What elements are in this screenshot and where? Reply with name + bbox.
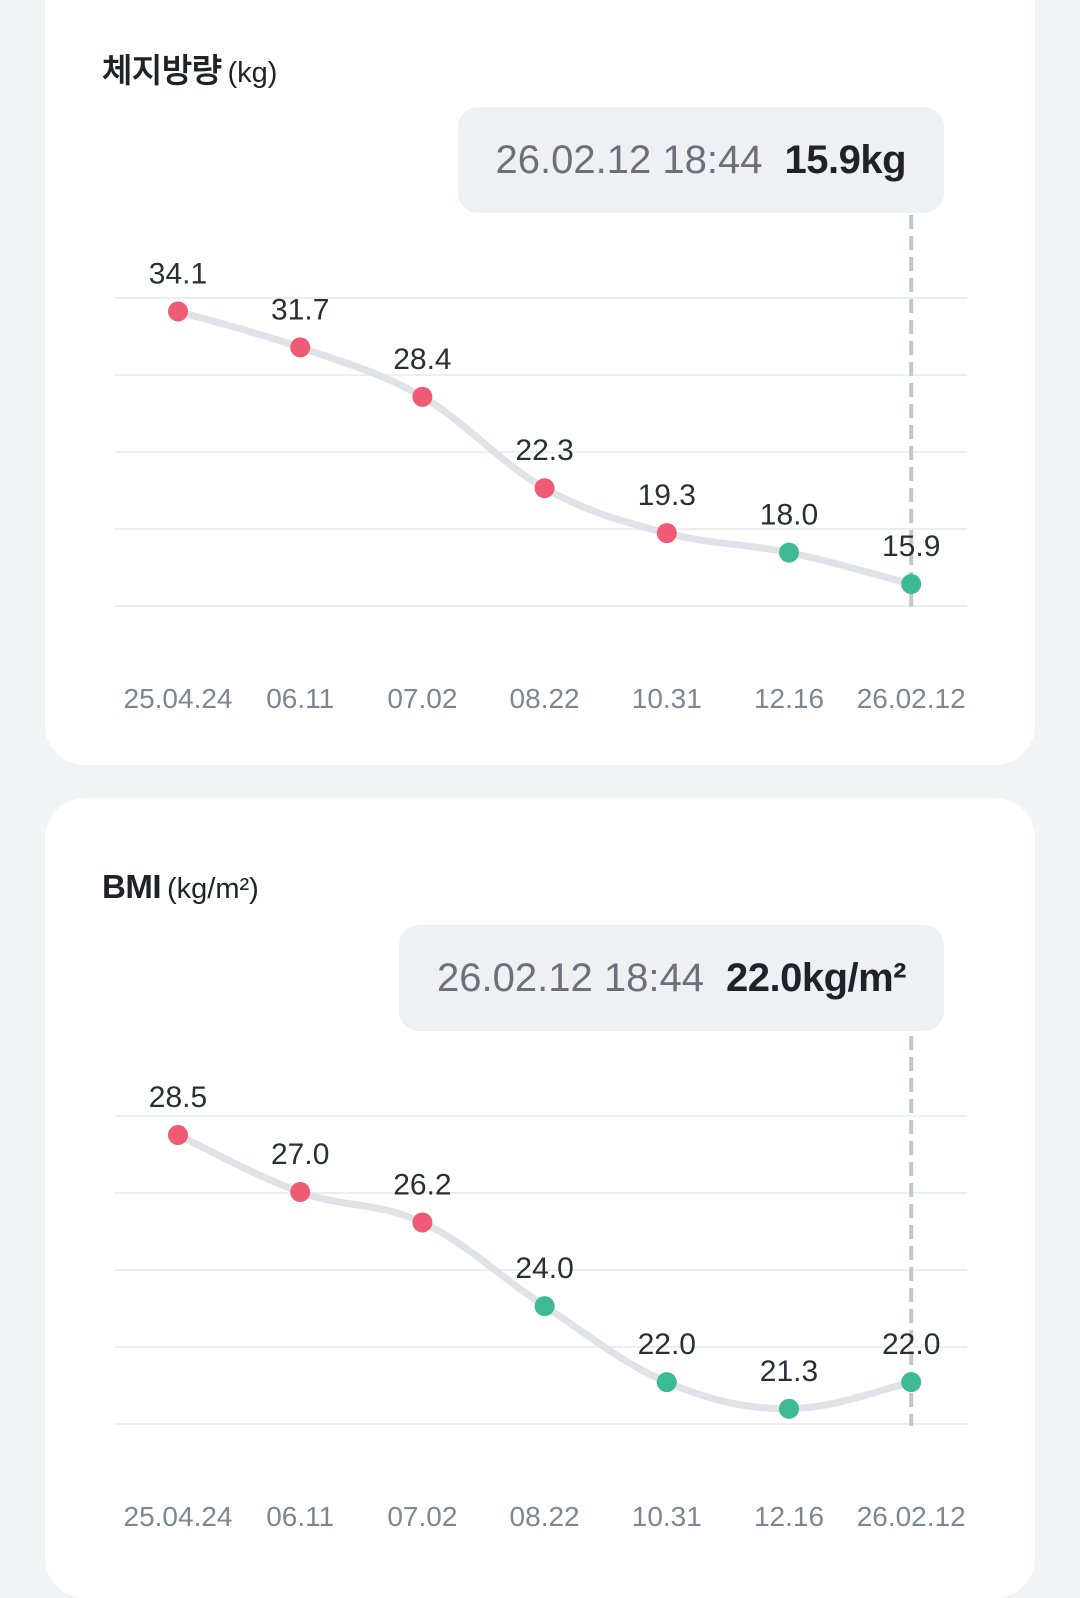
data-point[interactable]	[290, 1182, 311, 1203]
x-tick-label: 08.22	[510, 1501, 580, 1532]
data-point[interactable]	[779, 1398, 799, 1419]
chart-title-text: BMI	[102, 868, 162, 905]
data-label: 26.2	[393, 1168, 451, 1201]
data-label: 21.3	[760, 1355, 818, 1388]
data-point[interactable]	[901, 574, 922, 595]
data-point[interactable]	[412, 1212, 433, 1233]
data-label: 28.5	[149, 1081, 207, 1114]
chart-title: 체지방량 (kg)	[102, 44, 277, 92]
chart-unit: (kg)	[227, 57, 278, 89]
x-tick-label: 25.04.24	[124, 683, 233, 714]
chart-title-text: 체지방량	[102, 52, 222, 89]
data-label: 24.0	[515, 1252, 573, 1285]
tooltip-value: 15.9kg	[784, 137, 906, 182]
data-label: 15.9	[882, 530, 940, 563]
chart-title: BMI (kg/m²)	[102, 868, 259, 906]
x-tick-label: 06.11	[266, 1501, 334, 1532]
data-label: 18.0	[760, 499, 818, 532]
bmi-card: BMI (kg/m²) 26.02.12 18:44 22.0kg/m² 28.5…	[45, 798, 1035, 1598]
data-point[interactable]	[412, 386, 433, 407]
bmi-line-chart[interactable]: 28.5 27.0 26.2 24.0 22.0 21.3 22.0 25.04.24 06.1…	[45, 798, 1035, 1598]
data-label: 31.7	[271, 293, 329, 326]
x-tick-label: 10.31	[632, 1501, 702, 1532]
x-tick-label: 06.11	[266, 683, 334, 714]
x-tick-label: 25.04.24	[124, 1501, 233, 1532]
x-tick-label: 12.16	[754, 683, 824, 714]
selected-point-tooltip: 26.02.12 18:44 22.0kg/m²	[399, 925, 944, 1031]
x-tick-label: 08.22	[510, 683, 580, 714]
x-tick-label: 26.02.12	[857, 683, 966, 714]
data-point[interactable]	[168, 301, 188, 322]
tooltip-timestamp: 26.02.12 18:44	[437, 955, 704, 1000]
x-tick-label: 10.31	[632, 683, 702, 714]
tooltip-timestamp: 26.02.12 18:44	[495, 137, 763, 182]
fat-mass-line-chart[interactable]: 34.1 31.7 28.4 22.3 19.3 18.0 15.9 25.04.24 06.1…	[45, 0, 1035, 765]
data-label: 28.4	[393, 343, 451, 376]
data-point[interactable]	[656, 523, 677, 544]
x-tick-label: 12.16	[754, 1501, 824, 1532]
x-tick-label: 26.02.12	[857, 1501, 966, 1532]
data-point[interactable]	[656, 1372, 677, 1393]
x-tick-label: 07.02	[387, 683, 457, 714]
data-label: 22.3	[515, 434, 573, 467]
data-point[interactable]	[779, 542, 799, 563]
data-label: 27.0	[271, 1138, 329, 1171]
data-label: 22.0	[882, 1328, 940, 1361]
data-label: 19.3	[638, 479, 696, 512]
data-point[interactable]	[290, 337, 311, 358]
tooltip-value: 22.0kg/m²	[725, 955, 907, 1000]
chart-unit: (kg/m²)	[167, 873, 259, 905]
data-label: 22.0	[638, 1328, 696, 1361]
x-tick-label: 07.02	[387, 1501, 457, 1532]
data-point[interactable]	[168, 1125, 188, 1146]
data-label: 34.1	[149, 257, 207, 290]
fat-mass-card: 체지방량 (kg) 26.02.12 18:44 15.9kg 34.1 31.7 2…	[45, 0, 1035, 765]
selected-point-tooltip: 26.02.12 18:44 15.9kg	[457, 107, 944, 213]
data-point[interactable]	[901, 1372, 922, 1393]
data-point[interactable]	[534, 478, 555, 499]
data-point[interactable]	[534, 1296, 555, 1317]
